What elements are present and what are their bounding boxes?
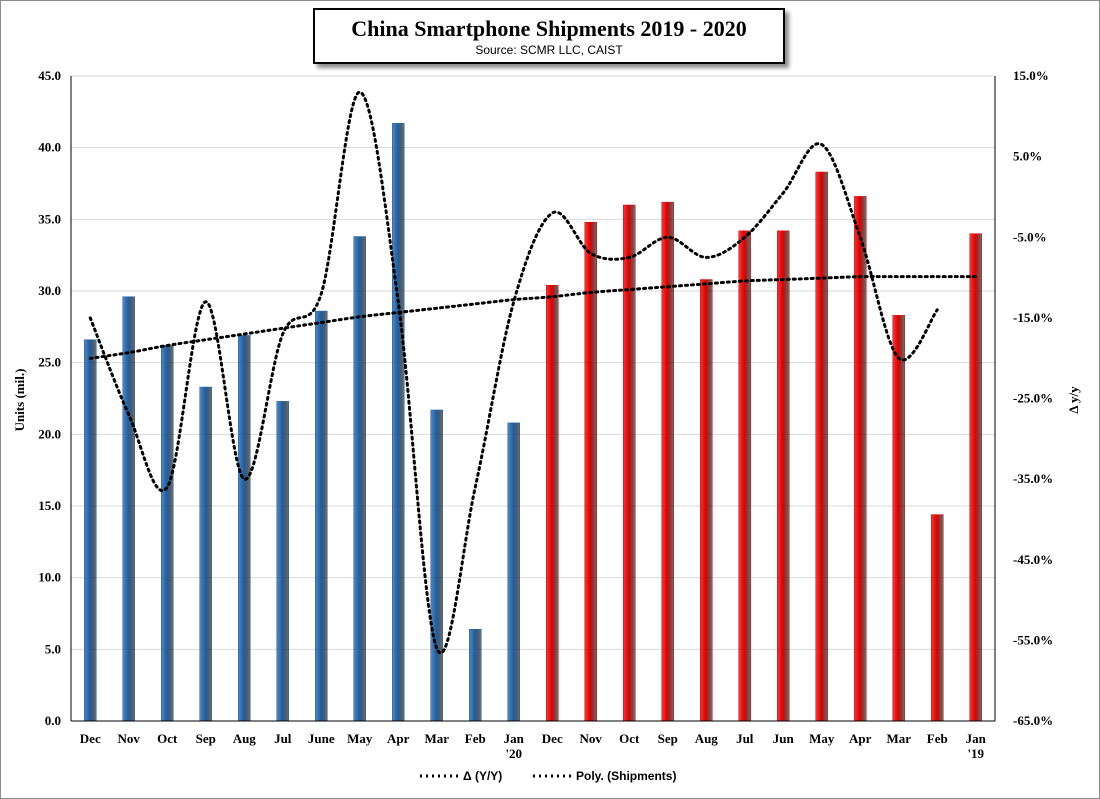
chart-subtitle: Source: SCMR LLC, CAIST bbox=[475, 43, 623, 57]
bar bbox=[777, 230, 790, 722]
y2-tick-label: -35.0% bbox=[1013, 471, 1053, 486]
x-tick-label: Apr bbox=[387, 731, 410, 746]
y2-tick-label: -15.0% bbox=[1013, 310, 1053, 325]
bar bbox=[122, 296, 135, 722]
chart-title: China Smartphone Shipments 2019 - 2020 bbox=[351, 16, 747, 41]
x-tick-label: Oct bbox=[619, 731, 640, 746]
bar bbox=[392, 123, 405, 722]
y2-tick-label: -55.0% bbox=[1013, 632, 1053, 647]
bar bbox=[738, 230, 751, 722]
x-tick-label: Sep bbox=[196, 731, 216, 746]
y2-axis-label: Δ y/y bbox=[1066, 386, 1081, 414]
x-tick-label: Dec bbox=[80, 731, 101, 746]
y-tick-label: 20.0 bbox=[38, 426, 61, 441]
yoy-line bbox=[88, 90, 939, 655]
bar bbox=[199, 386, 212, 722]
y2-tick-label: -25.0% bbox=[1013, 391, 1053, 406]
x-tick-label: Nov bbox=[580, 731, 603, 746]
bar bbox=[700, 279, 713, 722]
bar bbox=[430, 409, 443, 722]
x-tick-label: Nov bbox=[118, 731, 141, 746]
bar bbox=[238, 335, 251, 722]
x-tick-label: Oct bbox=[157, 731, 178, 746]
axis-labels: 0.0 5.0 10.0 15.0 20.0 25.0 30.0 35.0 40.0 45.0 -6… bbox=[38, 68, 1053, 761]
y-tick-label: 40.0 bbox=[38, 140, 61, 155]
bar bbox=[315, 310, 328, 722]
y-tick-label: 5.0 bbox=[45, 641, 61, 656]
bar bbox=[353, 236, 366, 722]
x-tick-label: Jul bbox=[274, 731, 292, 746]
x-tick-label: Feb bbox=[927, 731, 948, 746]
x-tick-label: Jul bbox=[736, 731, 754, 746]
y2-tick-label: -45.0% bbox=[1013, 552, 1053, 567]
poly-trend-line bbox=[88, 275, 978, 360]
y-tick-label: 10.0 bbox=[38, 570, 61, 585]
legend: Δ (Y/Y) Poly. (Shipments) bbox=[420, 769, 676, 783]
x-tick-label: Dec bbox=[542, 731, 563, 746]
title-box: China Smartphone Shipments 2019 - 2020 S… bbox=[313, 8, 785, 64]
y-tick-label: 35.0 bbox=[38, 211, 61, 226]
x-tick-label: May bbox=[347, 731, 373, 746]
y-tick-label: 30.0 bbox=[38, 283, 61, 298]
x-tick-label: Apr bbox=[849, 731, 872, 746]
y2-tick-label: 5.0% bbox=[1013, 149, 1042, 164]
x-tick-label: Jun bbox=[773, 731, 795, 746]
bar bbox=[469, 629, 482, 722]
y2-tick-label: -65.0% bbox=[1013, 713, 1053, 728]
x-tick-label: Mar bbox=[886, 731, 911, 746]
bar bbox=[931, 514, 944, 722]
x-tick-label: Sep bbox=[658, 731, 678, 746]
x-tick-label: May bbox=[809, 731, 835, 746]
y2-tick-label: -5.0% bbox=[1013, 229, 1047, 244]
x-tick-label: Aug bbox=[695, 731, 719, 746]
bar bbox=[161, 345, 174, 722]
axes bbox=[70, 76, 996, 722]
x-tick-label: June bbox=[308, 731, 335, 746]
bar bbox=[84, 339, 97, 722]
y2-tick-label: 15.0% bbox=[1013, 68, 1049, 83]
bar bbox=[815, 171, 828, 722]
bar bbox=[584, 221, 597, 722]
x-tick-label: Mar bbox=[424, 731, 449, 746]
bar bbox=[854, 196, 867, 722]
bars bbox=[84, 123, 982, 722]
legend-poly-label: Poly. (Shipments) bbox=[576, 769, 676, 783]
y-tick-label: 25.0 bbox=[38, 355, 61, 370]
x-tick-label: Aug bbox=[233, 731, 257, 746]
trend-lines bbox=[88, 90, 978, 655]
legend-yoy-label: Δ (Y/Y) bbox=[463, 769, 502, 783]
y-tick-label: 45.0 bbox=[38, 68, 61, 83]
y-tick-label: 0.0 bbox=[45, 713, 61, 728]
bar bbox=[546, 285, 559, 722]
bar bbox=[969, 233, 982, 722]
y-tick-label: 15.0 bbox=[38, 498, 61, 513]
x-tick-label: Jan '20 bbox=[504, 731, 525, 761]
bar bbox=[276, 401, 289, 722]
bar bbox=[623, 204, 636, 722]
bar bbox=[507, 422, 520, 722]
x-tick-label: Jan '19 bbox=[966, 731, 987, 761]
bar bbox=[892, 315, 905, 722]
x-tick-label: Feb bbox=[465, 731, 486, 746]
bar bbox=[661, 201, 674, 722]
y-axis-label: Units (mil.) bbox=[12, 369, 27, 432]
